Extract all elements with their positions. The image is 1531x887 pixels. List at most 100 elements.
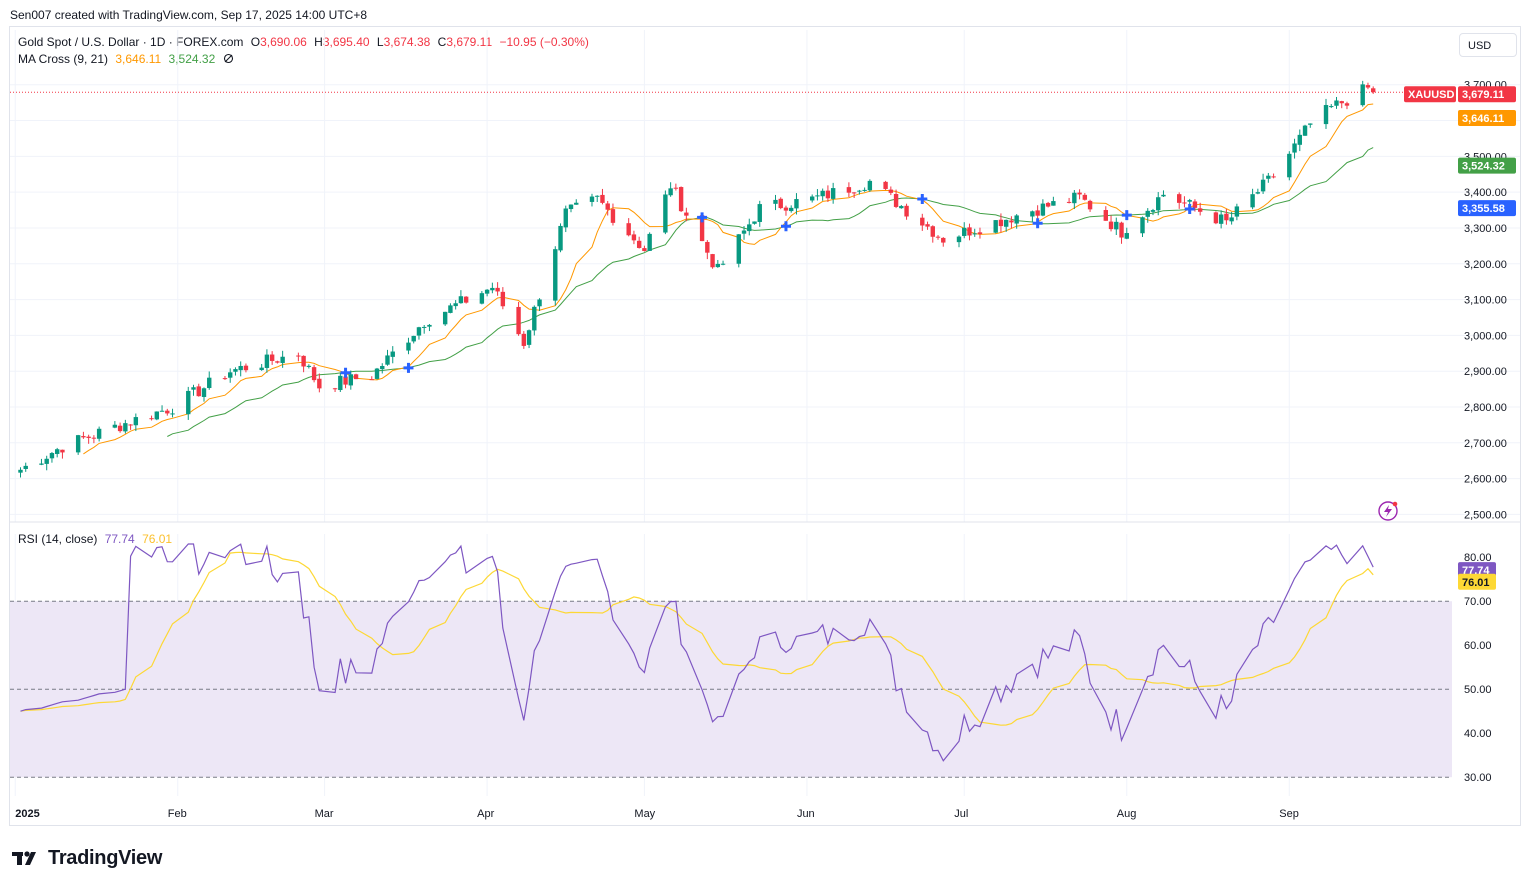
price-tick-label: 2,800.00: [1464, 402, 1507, 414]
time-tick-label: Aug: [1117, 808, 1137, 820]
candle-body: [1045, 202, 1051, 207]
rsi-value: 77.74: [104, 532, 135, 546]
candle-body: [1234, 206, 1240, 217]
candle-body: [44, 458, 49, 464]
price-tick-label: 3,300.00: [1464, 223, 1507, 235]
candle-body: [1182, 202, 1187, 204]
ma-label[interactable]: MA Cross (9, 21): [18, 52, 109, 66]
candle-body: [705, 241, 710, 253]
candle-body: [1077, 192, 1082, 195]
candle-body: [1161, 194, 1166, 197]
candle-body: [54, 449, 60, 454]
candle-body: [385, 355, 390, 365]
candle-body: [1108, 221, 1114, 230]
time-tick-label: Feb: [168, 808, 187, 820]
candle-body: [165, 410, 170, 414]
candle-body: [977, 232, 983, 235]
candle-body: [1087, 200, 1093, 210]
rsi-tick-label: 80.00: [1464, 552, 1492, 564]
candle-body: [154, 411, 160, 420]
candle-body: [463, 296, 469, 303]
grid-lines: [10, 30, 1520, 796]
candle-body: [626, 223, 631, 236]
candle-body: [956, 236, 962, 243]
candle-body: [1119, 222, 1124, 238]
candle-body: [642, 248, 647, 251]
candle-body: [846, 187, 852, 193]
candle-body: [479, 293, 485, 304]
ma-slow-line: [167, 147, 1374, 437]
candle-body: [369, 379, 374, 381]
candle-body: [1218, 214, 1224, 224]
candle-body: [112, 424, 118, 428]
low-label: L: [376, 35, 384, 49]
candle-body: [233, 369, 238, 372]
flash-icon[interactable]: [1378, 501, 1398, 521]
candle-body: [1302, 125, 1308, 136]
symbol-title[interactable]: Gold Spot / U.S. Dollar · 1D · FOREX.com: [18, 35, 244, 49]
change-value: −10.95 (−0.30%): [499, 35, 589, 49]
candle-body: [353, 374, 359, 380]
ma-cross-marker: [1032, 218, 1043, 229]
candle-body: [631, 234, 637, 241]
candle-body: [516, 306, 521, 335]
cross-badge-bg: [1458, 200, 1516, 217]
candle-body: [280, 356, 285, 363]
candle-body: [1150, 210, 1156, 212]
candle-body: [311, 367, 317, 381]
rsi-label[interactable]: RSI (14, close): [18, 532, 98, 546]
candle-body: [610, 209, 616, 223]
symbol-badge-bg: [1404, 86, 1456, 103]
rsi-ma-value: 76.01: [142, 532, 173, 546]
candle-body: [301, 355, 306, 367]
cross-markers: [340, 193, 1195, 378]
candle-body: [600, 194, 605, 203]
candle-body: [1365, 85, 1371, 88]
rsi-pane: [10, 543, 1452, 778]
price-tick-label: 2,700.00: [1464, 438, 1507, 450]
candle-body: [222, 378, 228, 380]
candle-body: [1344, 103, 1350, 106]
last-price-badge-bg: [1458, 86, 1516, 103]
candle-body: [149, 418, 154, 420]
candle-body: [1297, 134, 1302, 145]
candle-body: [1072, 192, 1077, 204]
candle-body: [117, 425, 123, 432]
candle-body: [935, 236, 941, 238]
candle-body: [1260, 179, 1266, 192]
symbol-badge: XAUUSD: [1408, 89, 1455, 101]
candle-body: [390, 351, 395, 357]
candle-body: [773, 199, 778, 204]
rsi-tick-label: 50.00: [1464, 684, 1492, 696]
candle-body: [49, 453, 55, 459]
hidden-eye-icon[interactable]: [223, 53, 234, 67]
candle-body: [201, 388, 207, 397]
candle-body: [133, 417, 139, 426]
tradingview-logo-icon: [12, 851, 36, 865]
candle-body: [526, 330, 532, 345]
candle-body: [81, 436, 86, 438]
candle-body: [228, 372, 233, 378]
flash-dot: [1392, 501, 1398, 507]
rsi-legend: RSI (14, close) 77.74 76.01: [18, 532, 176, 546]
candle-body: [678, 187, 684, 212]
candle-body: [411, 335, 416, 342]
rsi-ma-badge-bg: [1458, 573, 1496, 590]
candle-body: [1339, 101, 1344, 104]
tradingview-brand[interactable]: TradingView: [12, 846, 162, 870]
currency-button[interactable]: USD: [1459, 33, 1517, 57]
candle-body: [1030, 211, 1035, 217]
rsi-axis: 30.00 40.00 50.00 60.00 70.00 80.00: [1464, 552, 1492, 784]
candle-body: [825, 190, 831, 199]
candle-body: [1271, 176, 1276, 178]
candle-body: [605, 203, 610, 210]
price-tick-label: 2,900.00: [1464, 366, 1507, 378]
candle-body: [1370, 88, 1376, 93]
ma-fast-badge-bg: [1458, 110, 1516, 127]
candle-body: [888, 189, 894, 193]
candle-body: [1103, 210, 1108, 221]
candle-body: [490, 287, 495, 291]
time-tick-label: Sep: [1279, 808, 1299, 820]
candle-body: [1114, 221, 1119, 230]
time-tick-label: May: [634, 808, 655, 820]
